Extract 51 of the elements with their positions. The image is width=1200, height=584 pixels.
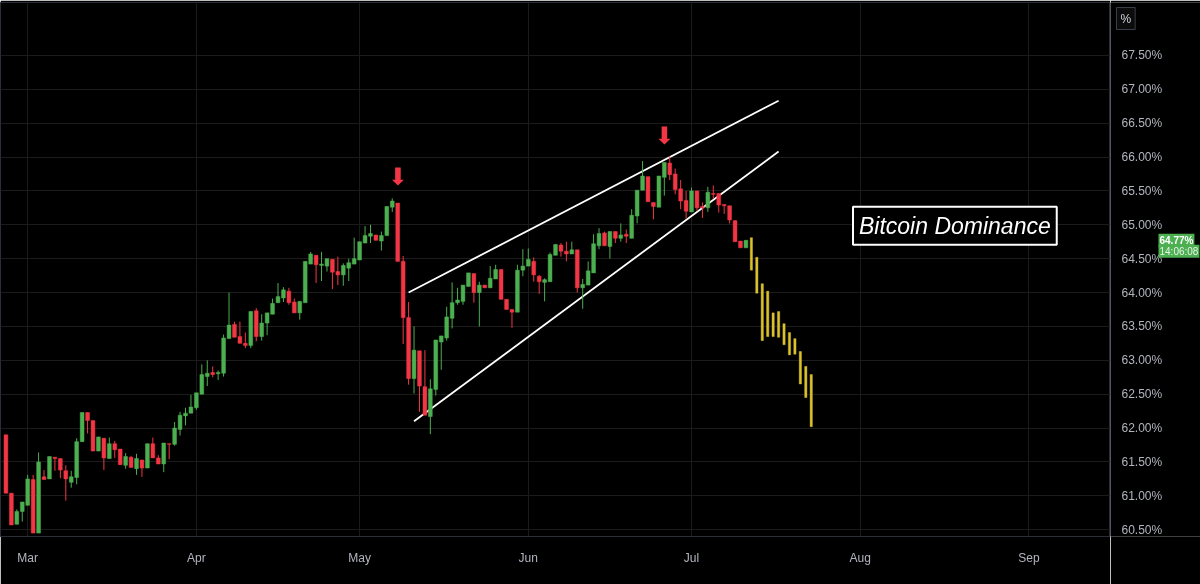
candlestick: [471, 273, 477, 304]
candlestick: [531, 256, 536, 283]
candlestick: [161, 442, 166, 473]
y-axis-title: %: [1120, 11, 1132, 26]
bar: [771, 312, 775, 337]
y-tick-label: 66.00%: [1121, 150, 1163, 165]
y-tick-label: 63.50%: [1121, 319, 1163, 334]
x-tick-label: Apr: [187, 550, 206, 565]
y-tick-label: 60.50%: [1121, 522, 1163, 537]
candlestick: [139, 459, 145, 478]
x-tick-label: Aug: [849, 550, 871, 565]
x-tick-label: Jun: [518, 550, 538, 565]
annotation: ⬇: [654, 122, 675, 151]
bar: [777, 311, 780, 338]
bar: [766, 290, 770, 337]
y-tick-label: 64.00%: [1121, 285, 1163, 300]
candlestick: [134, 453, 139, 476]
bar: [788, 332, 791, 356]
candlestick: [537, 274, 542, 295]
annotation: ⬇: [387, 163, 408, 192]
x-tick-label: Sep: [1018, 550, 1040, 565]
y-tick-label: 62.50%: [1121, 387, 1163, 402]
y-tick-label: 63.00%: [1121, 353, 1163, 368]
y-tick-label: 65.00%: [1121, 217, 1163, 232]
text: 14:06:08: [1159, 245, 1199, 257]
candlestick: [705, 186, 711, 213]
x-tick-label: Jul: [683, 550, 700, 565]
y-tick-label: 61.00%: [1121, 488, 1163, 503]
bar: [793, 338, 797, 355]
candlestick: [689, 187, 694, 213]
candlestick: [618, 222, 623, 243]
candlestick: [47, 456, 52, 480]
bar: [782, 323, 786, 345]
candlestick: [101, 437, 107, 471]
text: Bitcoin Dominance: [858, 212, 1051, 239]
candlestick: [41, 469, 47, 481]
bar: [799, 351, 802, 385]
candlestick: [477, 281, 482, 327]
bar: [750, 237, 753, 271]
y-tick-label: 67.00%: [1121, 82, 1163, 97]
x-tick-label: May: [348, 550, 371, 565]
x-tick-label: Mar: [17, 550, 39, 565]
candlestick: [607, 231, 613, 260]
y-tick-label: 67.50%: [1121, 48, 1163, 63]
text: 64.77%: [1159, 234, 1194, 246]
y-tick-label: 62.00%: [1121, 421, 1163, 436]
y-tick-label: 66.50%: [1121, 116, 1163, 131]
candlestick: [107, 437, 112, 460]
candlestick: [313, 254, 319, 284]
y-tick-label: 65.50%: [1121, 183, 1163, 198]
y-tick-label: 61.50%: [1121, 454, 1163, 469]
